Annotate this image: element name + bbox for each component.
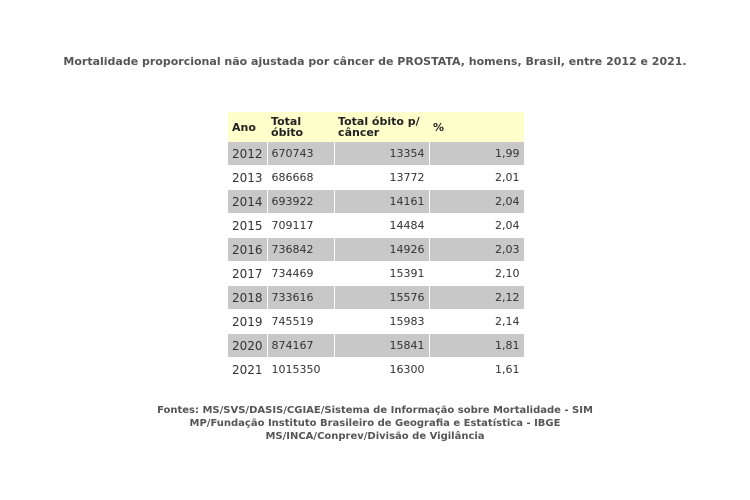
sources-note: Fontes: MS/SVS/DASIS/CGIAE/Sistema de In… bbox=[0, 404, 750, 443]
cell-total-obito-cancer: 14161 bbox=[334, 189, 430, 214]
cell-total-obito: 733616 bbox=[267, 285, 335, 310]
cell-percent: 2,04 bbox=[429, 213, 525, 238]
cell-total-obito: 745519 bbox=[267, 309, 335, 334]
header-percent: % bbox=[429, 112, 525, 142]
cell-total-obito: 1015350 bbox=[267, 357, 335, 382]
table-row: 2016 736842 14926 2,03 bbox=[228, 237, 525, 262]
cell-total-obito: 734469 bbox=[267, 261, 335, 286]
cell-percent: 2,01 bbox=[429, 165, 525, 190]
table-row: 2021 1015350 16300 1,61 bbox=[228, 357, 525, 382]
cell-ano: 2018 bbox=[228, 285, 268, 310]
cell-ano: 2021 bbox=[228, 357, 268, 382]
cell-ano: 2013 bbox=[228, 165, 268, 190]
cell-ano: 2014 bbox=[228, 189, 268, 214]
cell-total-obito-cancer: 14484 bbox=[334, 213, 430, 238]
cell-percent: 1,61 bbox=[429, 357, 525, 382]
table-header-row: Ano Total óbito Total óbito p/ câncer % bbox=[228, 112, 525, 142]
cell-total-obito-cancer: 13354 bbox=[334, 142, 430, 166]
cell-total-obito: 693922 bbox=[267, 189, 335, 214]
cell-percent: 1,99 bbox=[429, 142, 525, 166]
cell-ano: 2016 bbox=[228, 237, 268, 262]
cell-ano: 2020 bbox=[228, 333, 268, 358]
header-ano: Ano bbox=[228, 112, 268, 142]
cell-total-obito-cancer: 15841 bbox=[334, 333, 430, 358]
cell-total-obito: 670743 bbox=[267, 142, 335, 166]
cell-total-obito-cancer: 15576 bbox=[334, 285, 430, 310]
page-title: Mortalidade proporcional não ajustada po… bbox=[63, 55, 687, 68]
cell-total-obito-cancer: 15391 bbox=[334, 261, 430, 286]
cell-total-obito-cancer: 16300 bbox=[334, 357, 430, 382]
cell-total-obito-cancer: 13772 bbox=[334, 165, 430, 190]
cell-percent: 1,81 bbox=[429, 333, 525, 358]
cell-total-obito-cancer: 14926 bbox=[334, 237, 430, 262]
source-line: Fontes: MS/SVS/DASIS/CGIAE/Sistema de In… bbox=[157, 405, 593, 416]
cell-percent: 2,10 bbox=[429, 261, 525, 286]
cell-percent: 2,04 bbox=[429, 189, 525, 214]
table-row: 2020 874167 15841 1,81 bbox=[228, 333, 525, 358]
header-total-obito-cancer: Total óbito p/ câncer bbox=[334, 112, 430, 142]
table-row: 2014 693922 14161 2,04 bbox=[228, 189, 525, 214]
cell-total-obito: 686668 bbox=[267, 165, 335, 190]
header-total-obito: Total óbito bbox=[267, 112, 335, 142]
cell-ano: 2017 bbox=[228, 261, 268, 286]
cell-total-obito: 874167 bbox=[267, 333, 335, 358]
table-row: 2013 686668 13772 2,01 bbox=[228, 165, 525, 190]
cell-total-obito: 736842 bbox=[267, 237, 335, 262]
table-row: 2017 734469 15391 2,10 bbox=[228, 261, 525, 286]
cell-percent: 2,12 bbox=[429, 285, 525, 310]
mortality-table: Ano Total óbito Total óbito p/ câncer % … bbox=[228, 112, 525, 382]
cell-ano: 2012 bbox=[228, 142, 268, 166]
table-row: 2015 709117 14484 2,04 bbox=[228, 213, 525, 238]
table-row: 2018 733616 15576 2,12 bbox=[228, 285, 525, 310]
table-row: 2019 745519 15983 2,14 bbox=[228, 309, 525, 334]
cell-ano: 2019 bbox=[228, 309, 268, 334]
source-line: MP/Fundação Instituto Brasileiro de Geog… bbox=[189, 418, 561, 429]
cell-ano: 2015 bbox=[228, 213, 268, 238]
table-row: 2012 670743 13354 1,99 bbox=[228, 142, 525, 166]
cell-percent: 2,03 bbox=[429, 237, 525, 262]
cell-total-obito: 709117 bbox=[267, 213, 335, 238]
cell-total-obito-cancer: 15983 bbox=[334, 309, 430, 334]
cell-percent: 2,14 bbox=[429, 309, 525, 334]
source-line: MS/INCA/Conprev/Divisão de Vigilância bbox=[265, 431, 485, 442]
